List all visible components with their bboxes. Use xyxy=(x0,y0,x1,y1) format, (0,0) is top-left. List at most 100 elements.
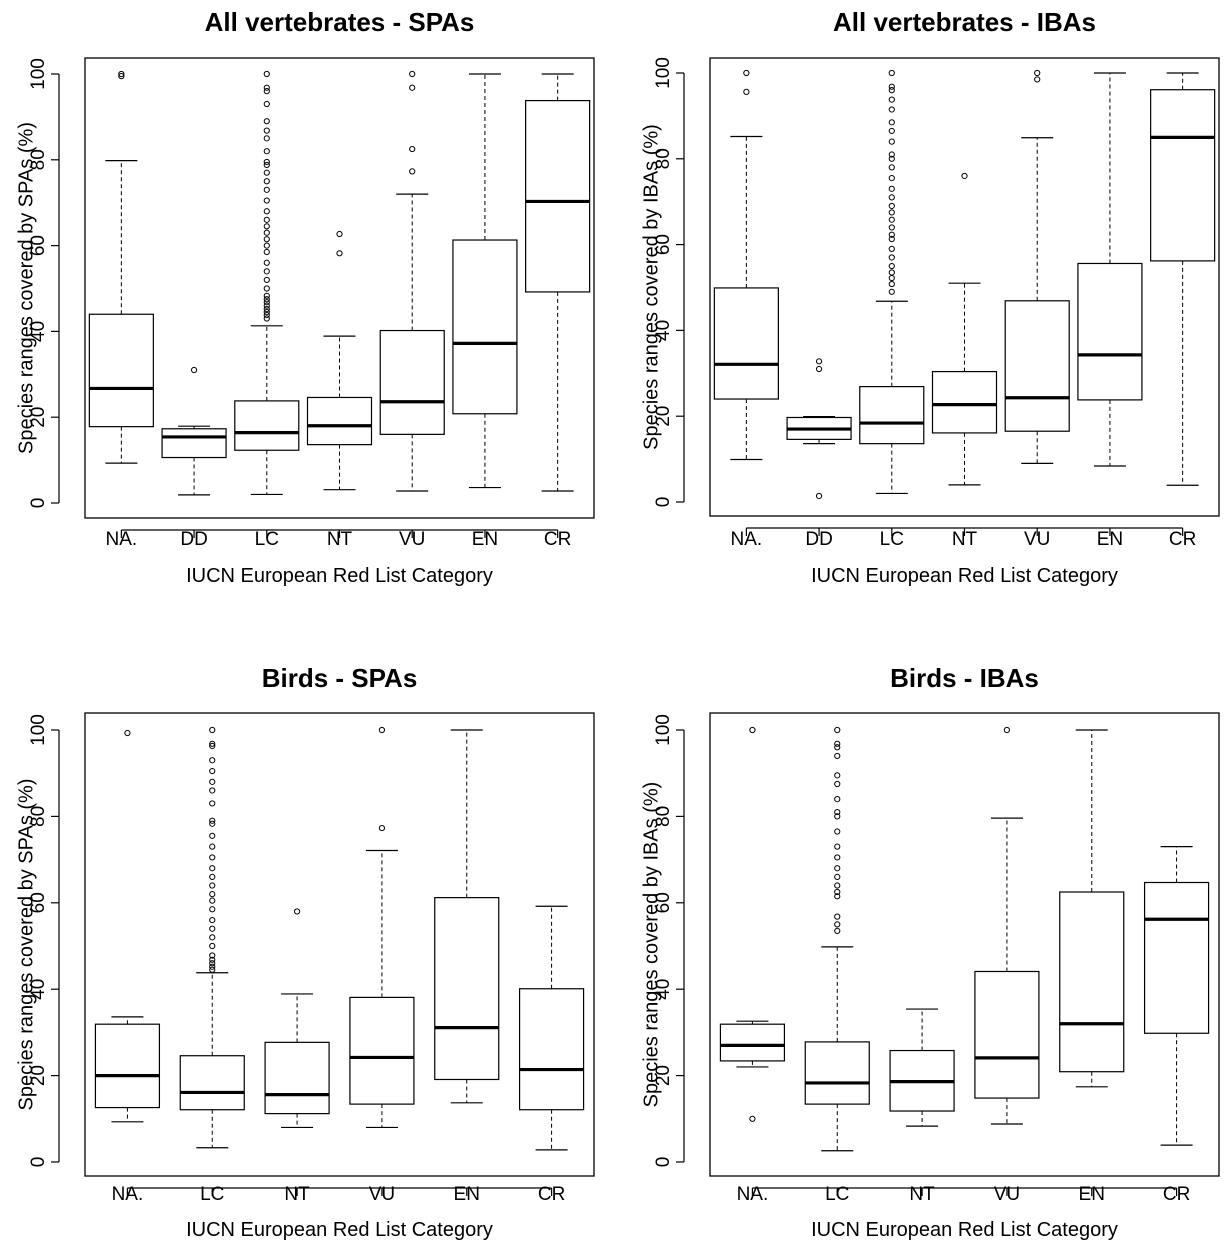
iqr-box xyxy=(804,1041,870,1105)
outlier-point xyxy=(263,169,270,176)
y-tick-label: 80 xyxy=(28,149,49,170)
x-axis-label: IUCN European Red List Category xyxy=(811,565,1118,587)
outlier-point xyxy=(743,88,750,95)
x-tick-label: NA. xyxy=(112,1184,144,1205)
x-tick-label: VU xyxy=(1024,529,1050,550)
outlier-point xyxy=(263,242,270,249)
outlier-point xyxy=(263,229,270,236)
outlier-point xyxy=(834,796,841,803)
outlier-point xyxy=(263,70,270,78)
y-axis-label: Species ranges covered by IBAs (%) xyxy=(640,124,662,450)
x-axis-label: IUCN European Red List Category xyxy=(186,1219,493,1241)
outlier-point xyxy=(815,492,823,500)
outlier-point xyxy=(749,1115,756,1122)
outlier-point xyxy=(815,358,823,365)
outlier-point xyxy=(209,742,216,750)
y-tick-label: 80 xyxy=(28,806,49,827)
outlier-point xyxy=(209,854,216,861)
box-cr xyxy=(1143,846,1210,1146)
y-tick-label: 100 xyxy=(28,714,49,746)
outlier-point xyxy=(263,259,270,266)
outlier-point xyxy=(834,828,841,835)
outlier-point xyxy=(888,235,895,243)
outlier-point xyxy=(888,127,895,135)
outlier-point xyxy=(834,843,841,850)
box-lc xyxy=(234,70,300,496)
y-tick-label: 80 xyxy=(653,806,674,827)
x-tick-label: CR xyxy=(1163,1184,1190,1205)
outlier-point xyxy=(888,155,895,162)
outlier-point xyxy=(961,172,968,180)
outlier-point xyxy=(124,729,131,737)
outlier-point xyxy=(209,740,216,747)
outlier-point xyxy=(263,236,270,243)
chart-title: All vertebrates - IBAs xyxy=(833,7,1096,37)
chart-title: Birds - IBAs xyxy=(890,663,1039,693)
outlier-point xyxy=(263,84,270,91)
y-tick-label: 20 xyxy=(653,1065,674,1086)
box-vu xyxy=(349,726,415,1129)
outlier-point xyxy=(888,288,895,295)
chart-title: Birds - SPAs xyxy=(262,663,418,693)
outlier-point xyxy=(263,135,270,142)
iqr-box xyxy=(161,428,227,459)
outlier-point xyxy=(293,908,301,915)
x-tick-label: LC xyxy=(255,529,279,550)
outlier-point xyxy=(263,88,270,95)
outlier-point xyxy=(209,906,216,913)
outlier-point xyxy=(888,185,895,192)
boxplot-panel-4: Birds - IBAs 0 20 40 60 80 100 Species ranges c… xyxy=(640,663,1220,1241)
outlier-point xyxy=(888,231,895,238)
box-cr xyxy=(1150,72,1216,486)
outlier-point xyxy=(118,73,125,80)
x-tick-label: NA. xyxy=(737,1184,769,1205)
outlier-point xyxy=(888,194,895,201)
outlier-point xyxy=(834,813,841,820)
outlier-point xyxy=(888,119,895,126)
y-axis-label: Species ranges covered by SPAs (%) xyxy=(15,122,37,454)
x-tick-label: NA. xyxy=(106,529,138,550)
y-tick-label: 40 xyxy=(28,321,49,342)
outlier-point xyxy=(263,268,270,275)
outlier-point xyxy=(888,138,895,145)
iqr-box xyxy=(434,897,500,1081)
box-cr xyxy=(525,73,591,492)
iqr-box xyxy=(713,287,779,400)
outlier-point xyxy=(209,787,216,794)
outlier-point xyxy=(190,366,198,374)
outlier-point xyxy=(263,118,270,125)
iqr-box xyxy=(1059,891,1125,1073)
box-nt xyxy=(264,908,330,1129)
outlier-point xyxy=(834,913,841,920)
outlier-point xyxy=(888,262,895,270)
outlier-point xyxy=(409,145,416,153)
outlier-point xyxy=(834,772,841,779)
y-tick-label: 100 xyxy=(28,58,49,90)
outlier-point xyxy=(888,151,895,158)
outlier-point xyxy=(888,245,895,252)
outlier-point xyxy=(209,960,216,967)
outlier-point xyxy=(263,311,270,319)
outlier-point xyxy=(378,726,386,734)
x-tick-label: DD xyxy=(180,529,207,550)
box-vu xyxy=(1004,69,1070,464)
plot-frame xyxy=(84,712,595,1177)
y-tick-label: 100 xyxy=(653,57,674,89)
outlier-point xyxy=(888,274,895,282)
outlier-point xyxy=(834,921,841,928)
outlier-point xyxy=(209,925,216,932)
outlier-point xyxy=(834,780,841,788)
box-lc xyxy=(804,726,870,1152)
iqr-box xyxy=(518,988,585,1111)
outlier-point xyxy=(209,817,216,824)
outlier-point xyxy=(263,285,270,292)
box-en xyxy=(1077,72,1143,467)
y-tick-label: 20 xyxy=(28,407,49,428)
y-tick-label: 0 xyxy=(653,497,674,508)
iqr-box xyxy=(88,313,154,428)
iqr-box xyxy=(1004,300,1070,432)
box-nt xyxy=(931,172,998,486)
iqr-box xyxy=(525,99,591,293)
box-vu xyxy=(974,726,1040,1125)
plot-frame xyxy=(709,712,1220,1177)
